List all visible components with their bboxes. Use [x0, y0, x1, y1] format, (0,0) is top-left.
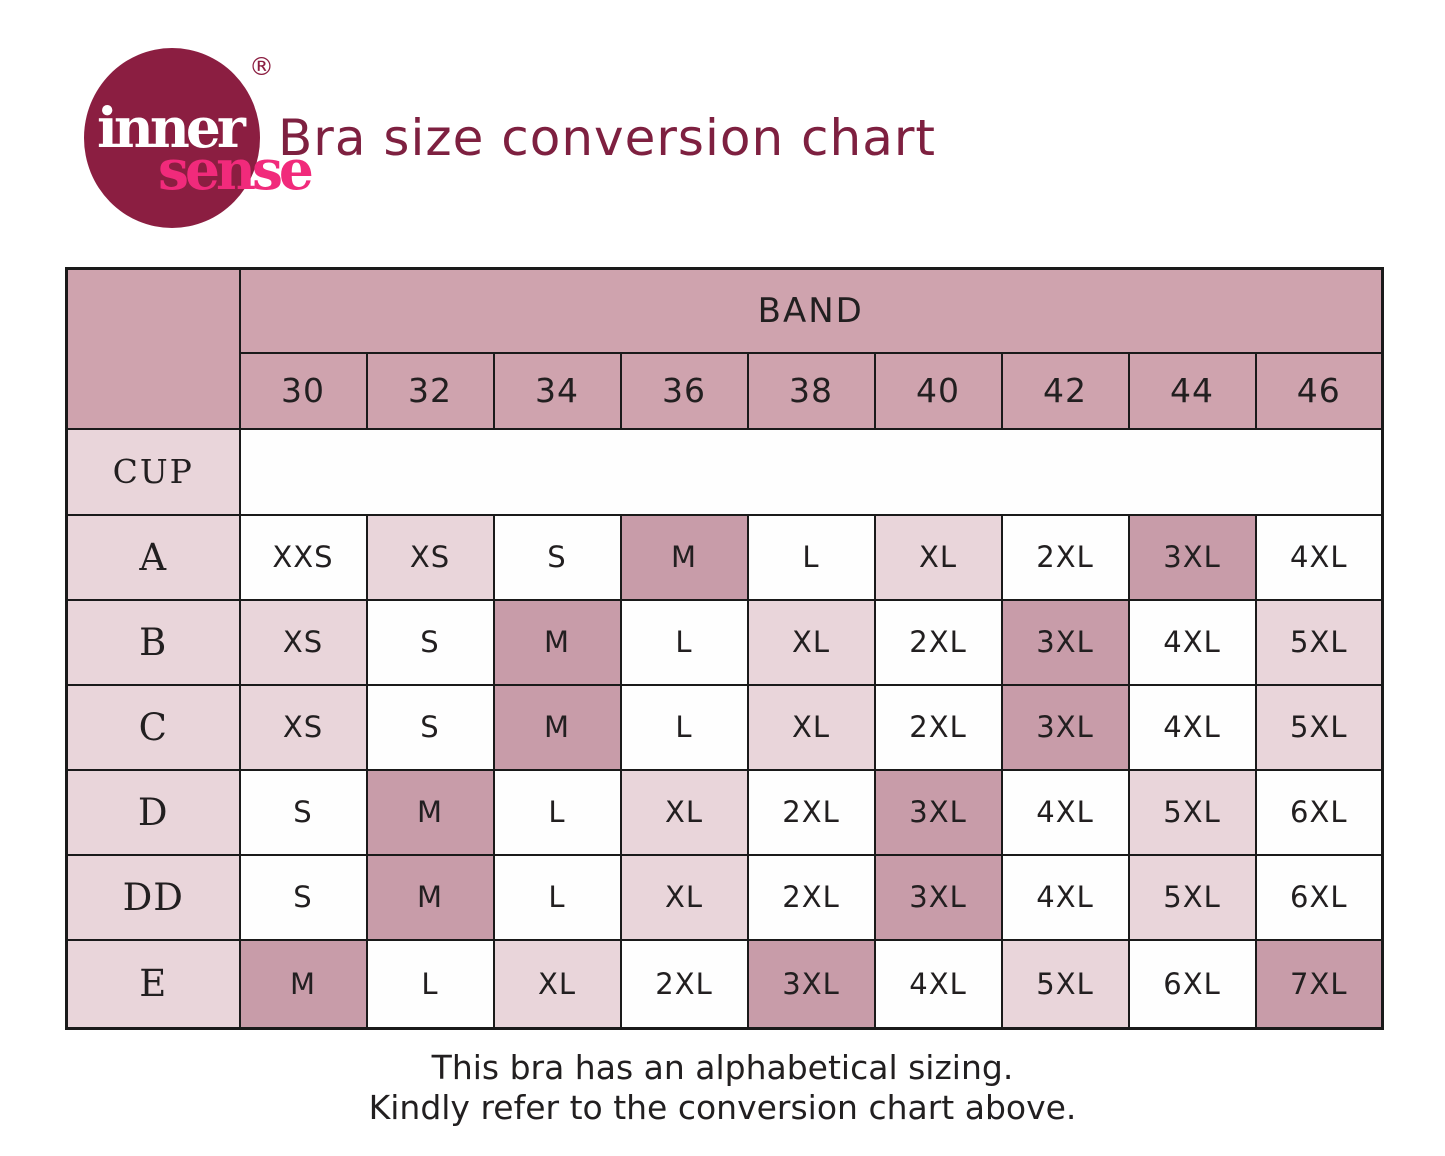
size-cell-B-40: 2XL	[873, 598, 1003, 686]
size-cell-DD-30: S	[238, 853, 368, 941]
band-size-40: 40	[873, 351, 1003, 430]
size-cell-D-32: M	[365, 768, 495, 856]
size-cell-D-34: L	[492, 768, 622, 856]
footer-line-2: Kindly refer to the conversion chart abo…	[368, 1088, 1077, 1128]
cup-header-cell: CUP	[65, 427, 241, 516]
band-size-46: 46	[1254, 351, 1384, 430]
size-cell-DD-36: XL	[619, 853, 749, 941]
band-sizes-row: 30 32 34 36 38 40 42 44 46	[67, 351, 1384, 430]
band-size-38: 38	[746, 351, 876, 430]
footer-line-1: This bra has an alphabetical sizing.	[431, 1048, 1014, 1087]
size-cell-A-30: XXS	[238, 513, 368, 601]
size-cell-C-32: S	[365, 683, 495, 771]
footer-note: This bra has an alphabetical sizing. Kin…	[0, 1048, 1445, 1129]
size-cell-C-30: XS	[238, 683, 368, 771]
band-header-row: BAND	[65, 267, 1384, 430]
page-title: Bra size conversion chart	[278, 109, 937, 167]
size-cell-B-42: 3XL	[1000, 598, 1130, 686]
size-cell-C-40: 2XL	[873, 683, 1003, 771]
size-cell-A-46: 4XL	[1254, 513, 1384, 601]
table-row-cup-A: A XXS XS S M L XL 2XL 3XL 4XL	[65, 513, 1384, 601]
logo-text-sense: sense	[158, 137, 314, 202]
size-cell-B-34: M	[492, 598, 622, 686]
size-cell-A-36: M	[619, 513, 749, 601]
table-row-cup-C: C XS S M L XL 2XL 3XL 4XL 5XL	[65, 683, 1384, 771]
table-row-cup-B: B XS S M L XL 2XL 3XL 4XL 5XL	[65, 598, 1384, 686]
size-cell-A-44: 3XL	[1127, 513, 1257, 601]
cup-label-B: B	[65, 598, 241, 686]
size-cell-DD-34: L	[492, 853, 622, 941]
size-cell-B-38: XL	[746, 598, 876, 686]
size-cell-A-40: XL	[873, 513, 1003, 601]
size-cell-DD-42: 4XL	[1000, 853, 1130, 941]
size-cell-E-38: 3XL	[746, 938, 876, 1030]
band-size-44: 44	[1127, 351, 1257, 430]
bra-size-conversion-table: BAND 30 32 34 36 38 40 42 44 46 CUP A XXS XS S M L XL 2…	[65, 267, 1384, 1030]
size-cell-A-32: XS	[365, 513, 495, 601]
size-cell-A-38: L	[746, 513, 876, 601]
size-cell-C-46: 5XL	[1254, 683, 1384, 771]
cup-label-DD: DD	[65, 853, 241, 941]
table-row-cup-E: E M L XL 2XL 3XL 4XL 5XL 6XL 7XL	[65, 938, 1384, 1030]
size-cell-DD-46: 6XL	[1254, 853, 1384, 941]
size-cell-E-42: 5XL	[1000, 938, 1130, 1030]
size-cell-DD-38: 2XL	[746, 853, 876, 941]
size-cell-B-32: S	[365, 598, 495, 686]
size-cell-DD-40: 3XL	[873, 853, 1003, 941]
size-cell-DD-32: M	[365, 853, 495, 941]
size-cell-B-36: L	[619, 598, 749, 686]
size-cell-D-42: 4XL	[1000, 768, 1130, 856]
band-size-32: 32	[365, 351, 495, 430]
size-cell-DD-44: 5XL	[1127, 853, 1257, 941]
size-cell-C-42: 3XL	[1000, 683, 1130, 771]
size-cell-E-46: 7XL	[1254, 938, 1384, 1030]
size-cell-B-46: 5XL	[1254, 598, 1384, 686]
size-cell-D-40: 3XL	[873, 768, 1003, 856]
size-cell-B-44: 4XL	[1127, 598, 1257, 686]
band-size-42: 42	[1000, 351, 1130, 430]
empty-cell	[238, 427, 1384, 516]
logo-text-inner: inner	[97, 95, 246, 160]
cup-header-row: CUP	[65, 427, 1384, 516]
size-cell-D-30: S	[238, 768, 368, 856]
size-cell-C-36: L	[619, 683, 749, 771]
size-cell-D-44: 5XL	[1127, 768, 1257, 856]
cup-label-D: D	[65, 768, 241, 856]
size-cell-C-34: M	[492, 683, 622, 771]
cup-label-E: E	[65, 938, 241, 1030]
corner-cell	[65, 267, 241, 430]
band-size-34: 34	[492, 351, 622, 430]
cup-label-A: A	[65, 513, 241, 601]
size-cell-E-30: M	[238, 938, 368, 1030]
size-cell-E-32: L	[365, 938, 495, 1030]
innersense-logo: inner sense ®	[84, 48, 314, 228]
logo-circle-icon	[84, 48, 260, 228]
table-row-cup-D: D S M L XL 2XL 3XL 4XL 5XL 6XL	[65, 768, 1384, 856]
band-size-36: 36	[619, 351, 749, 430]
size-cell-E-44: 6XL	[1127, 938, 1257, 1030]
size-cell-E-36: 2XL	[619, 938, 749, 1030]
size-cell-C-38: XL	[746, 683, 876, 771]
size-cell-D-36: XL	[619, 768, 749, 856]
cup-label-C: C	[65, 683, 241, 771]
registered-trademark-icon: ®	[249, 52, 274, 81]
size-cell-A-42: 2XL	[1000, 513, 1130, 601]
size-cell-D-46: 6XL	[1254, 768, 1384, 856]
size-cell-D-38: 2XL	[746, 768, 876, 856]
band-size-30: 30	[238, 351, 368, 430]
size-cell-E-40: 4XL	[873, 938, 1003, 1030]
table-row-cup-DD: DD S M L XL 2XL 3XL 4XL 5XL 6XL	[65, 853, 1384, 941]
size-cell-A-34: S	[492, 513, 622, 601]
band-header-cell: BAND	[238, 267, 1384, 354]
size-cell-B-30: XS	[238, 598, 368, 686]
size-cell-E-34: XL	[492, 938, 622, 1030]
size-cell-C-44: 4XL	[1127, 683, 1257, 771]
